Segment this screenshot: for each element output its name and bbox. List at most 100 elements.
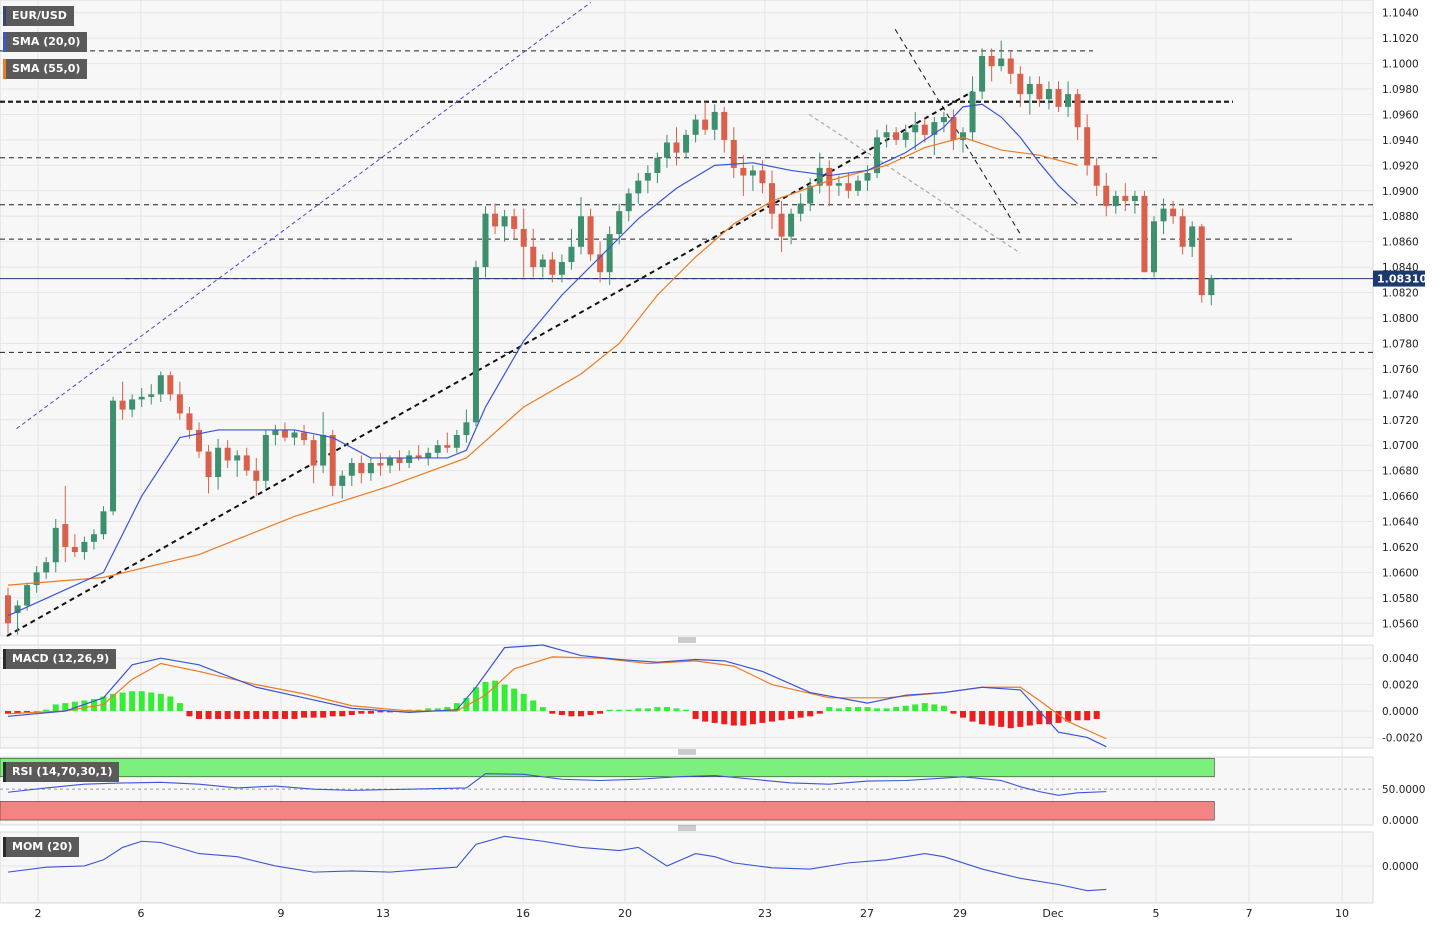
macd-histogram-bar <box>692 711 699 719</box>
macd-histogram-bar <box>119 692 126 712</box>
candle-body <box>749 170 756 176</box>
macd-histogram-bar <box>129 691 136 712</box>
candle-body <box>874 137 881 173</box>
macd-panel <box>0 644 1374 749</box>
mom-panel <box>0 831 1374 904</box>
candle-body <box>1103 185 1110 207</box>
macd-histogram-bar <box>539 707 546 712</box>
macd-histogram-bar <box>511 688 518 712</box>
macd-histogram-bar <box>702 711 709 722</box>
candle-body <box>1198 226 1205 296</box>
candle-body <box>33 572 40 586</box>
macd-histogram-bar <box>558 711 565 715</box>
instrument-label[interactable]: EUR/USD <box>3 6 74 26</box>
sma20-label[interactable]: SMA (20,0) <box>3 32 88 52</box>
macd-histogram-bar <box>921 703 928 712</box>
macd-histogram-bar <box>176 703 183 712</box>
candle-body <box>167 375 174 395</box>
candle-body <box>1131 195 1138 201</box>
candle-body <box>62 524 69 547</box>
sma55-label[interactable]: SMA (55,0) <box>3 59 88 79</box>
macd-histogram-bar <box>530 700 537 712</box>
candle-body <box>902 132 909 140</box>
macd-histogram-bar <box>587 711 594 715</box>
x-tick-label: 13 <box>376 907 390 920</box>
candle-body <box>262 435 269 481</box>
macd-histogram-bar <box>845 707 852 712</box>
candle-body <box>24 585 31 606</box>
macd-histogram-bar <box>90 699 97 712</box>
candle-body <box>511 216 518 229</box>
macd-histogram-bar <box>243 711 250 719</box>
macd-histogram-bar <box>253 711 260 719</box>
candle-body <box>157 375 164 395</box>
candle-body <box>492 213 499 227</box>
candle-body <box>52 527 59 563</box>
rsi-label[interactable]: RSI (14,70,30,1) <box>3 762 120 782</box>
candle-body <box>71 546 78 553</box>
candle-body <box>568 246 575 263</box>
candle-body <box>1045 89 1052 100</box>
macd-histogram-bar <box>492 680 499 712</box>
price-tick-label: 1.0820 <box>1382 288 1419 300</box>
candle-body <box>826 167 833 186</box>
price-tick-label: 1.0800 <box>1382 313 1419 325</box>
candle-body <box>778 213 785 237</box>
macd-histogram-bar <box>654 707 661 712</box>
candle-body <box>463 422 470 436</box>
macd-histogram-bar <box>281 711 288 719</box>
candle-body <box>1055 89 1062 107</box>
macd-histogram-bar <box>950 711 957 714</box>
candle-body <box>587 216 594 255</box>
trendline <box>16 2 591 430</box>
candle-body <box>1036 83 1043 100</box>
macd-histogram-bar <box>711 711 718 723</box>
price-tick-label: 1.0580 <box>1382 593 1419 605</box>
candle-body <box>100 511 107 535</box>
macd-histogram-bar <box>62 703 69 712</box>
candle-body <box>176 394 183 414</box>
macd-histogram-bar <box>988 711 995 726</box>
candle-body <box>129 399 136 410</box>
x-tick-label: 5 <box>1153 907 1160 920</box>
macd-tick-label: -0.0020 <box>1382 732 1423 744</box>
candle-body <box>348 463 355 476</box>
pane-resize-handle[interactable] <box>678 637 696 643</box>
macd-histogram-bar <box>472 687 479 712</box>
price-tick-label: 1.0940 <box>1382 135 1419 147</box>
macd-label[interactable]: MACD (12,26,9) <box>3 649 117 669</box>
candle-body <box>1151 221 1157 273</box>
candle-body <box>921 124 928 135</box>
macd-histogram-bar <box>1055 711 1062 723</box>
rsi-oversold-zone <box>0 801 1215 821</box>
macd-histogram-bar <box>310 711 317 718</box>
macd-histogram-bar <box>673 708 680 712</box>
macd-histogram-bar <box>759 711 766 723</box>
macd-histogram-bar <box>387 711 393 713</box>
x-tick-label: 29 <box>953 907 967 920</box>
pane-resize-handle[interactable] <box>678 825 696 831</box>
price-tick-label: 1.0740 <box>1382 389 1419 401</box>
macd-histogram-bar <box>874 708 881 712</box>
candles-group <box>5 40 1215 635</box>
pane-resize-handle[interactable] <box>678 749 696 755</box>
candle-body <box>415 455 422 458</box>
candle-body <box>759 170 766 184</box>
macd-histogram-bar <box>816 711 823 714</box>
mom-label[interactable]: MOM (20) <box>3 837 80 857</box>
sma55-line <box>7 136 1078 586</box>
candle-body <box>5 595 11 624</box>
price-tick-label: 1.0560 <box>1382 618 1419 630</box>
candle-body <box>110 400 117 512</box>
macd-histogram-bar <box>893 707 900 712</box>
macd-histogram-bar <box>769 711 775 722</box>
candle-body <box>434 445 441 453</box>
candle-body <box>186 413 193 430</box>
price-tick-label: 1.0880 <box>1382 211 1419 223</box>
candle-body <box>835 183 842 186</box>
candle-body <box>711 111 718 130</box>
macd-histogram-bar <box>148 692 155 712</box>
price-tick-label: 1.0920 <box>1382 160 1419 172</box>
macd-histogram-bar <box>110 693 117 712</box>
